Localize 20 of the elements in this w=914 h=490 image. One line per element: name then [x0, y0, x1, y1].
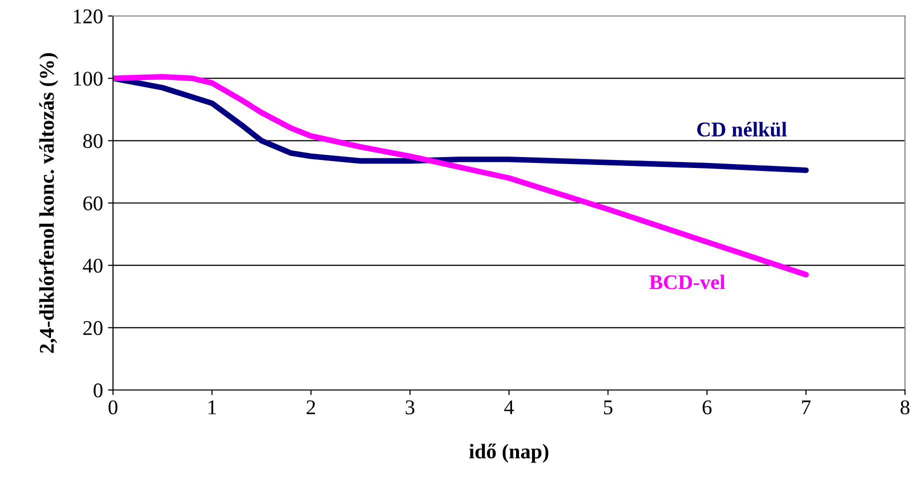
- x-tick-label: 8: [900, 400, 910, 414]
- y-tick-label: 40: [82, 258, 102, 273]
- x-tick-label: 0: [108, 400, 118, 414]
- series-label: BCD-vel: [649, 274, 726, 290]
- y-tick-label: 120: [74, 9, 102, 24]
- y-tick-label: 20: [83, 321, 102, 336]
- x-tick-label: 2: [306, 400, 316, 414]
- x-tick-label: 7: [802, 400, 811, 414]
- y-tick-label: 0: [94, 383, 102, 398]
- series-label: CD nélkül: [697, 122, 787, 137]
- y-tick-label: 100: [74, 72, 102, 86]
- x-tick-label: 4: [504, 400, 514, 414]
- x-tick-label: 5: [604, 400, 612, 414]
- x-tick-label: 3: [406, 400, 414, 414]
- y-tick-label: 60: [83, 196, 102, 210]
- x-axis-title: idő (nap): [469, 444, 548, 463]
- y-tick-label: 80: [83, 134, 102, 148]
- x-tick-label: 6: [702, 400, 712, 414]
- x-tick-label: 1: [208, 400, 216, 414]
- y-axis-title: 2,4-diklórfenol konc. változás (%): [39, 53, 58, 353]
